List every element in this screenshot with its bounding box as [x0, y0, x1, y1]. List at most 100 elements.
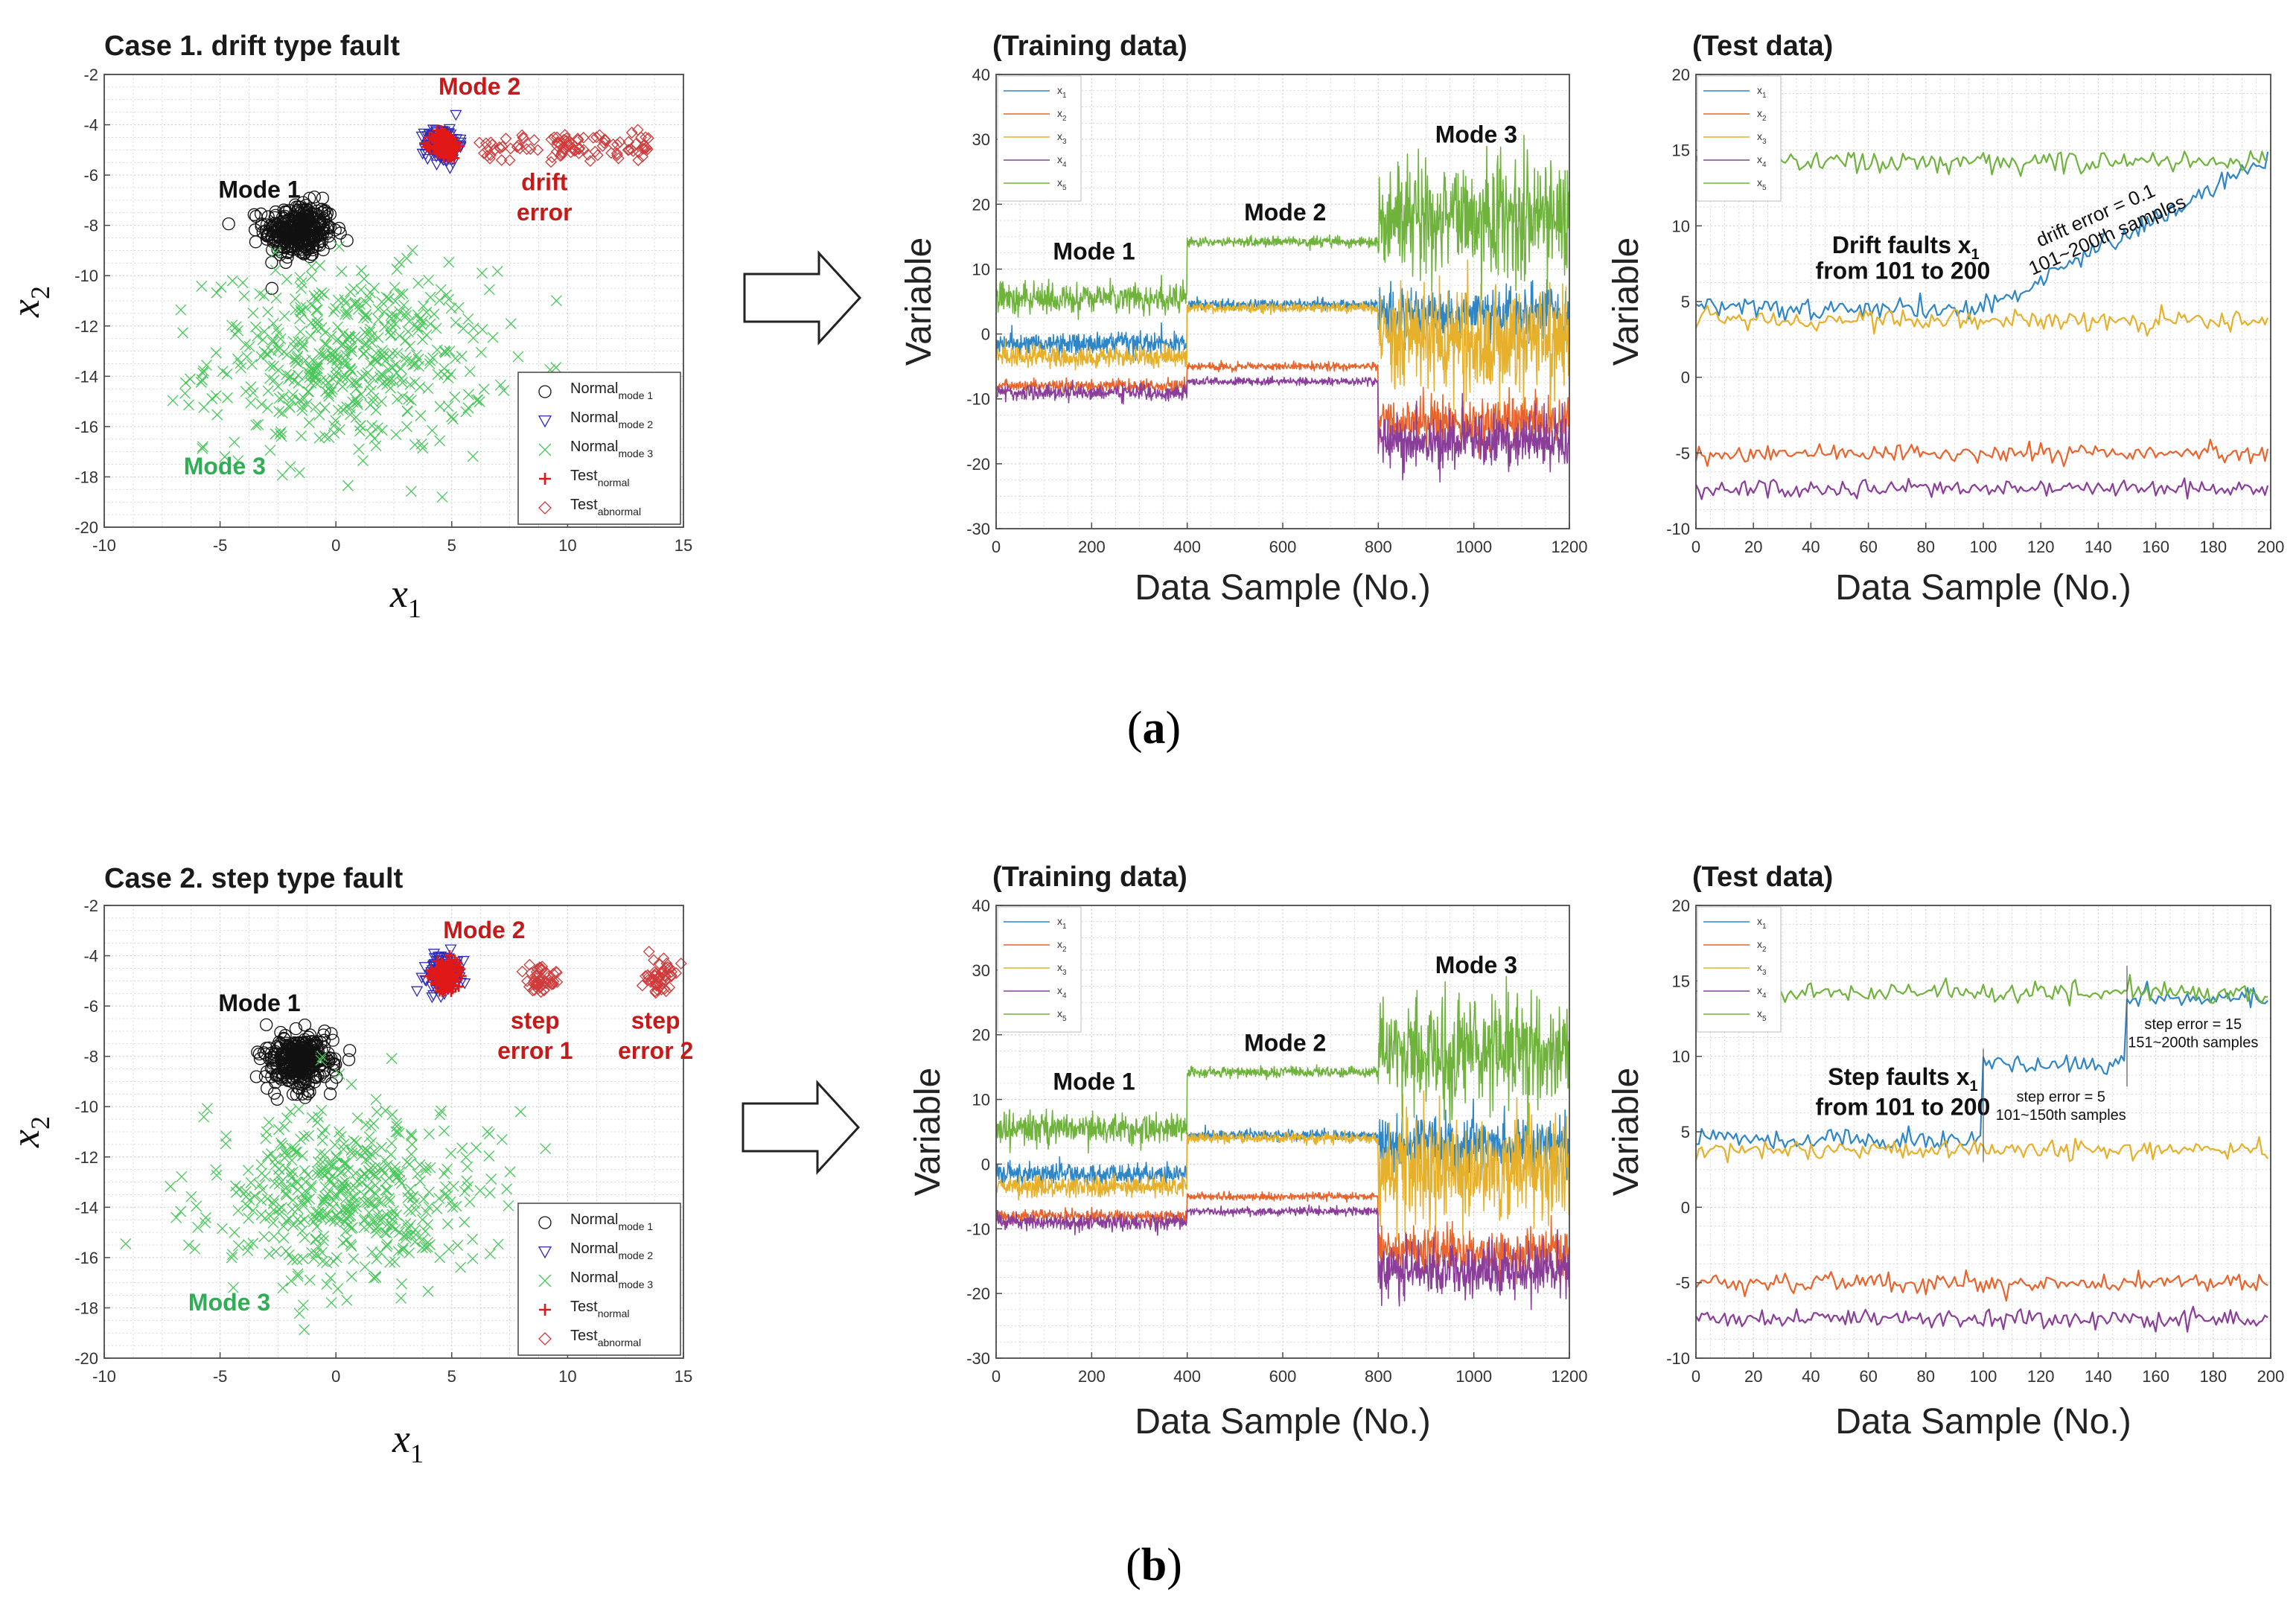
scatter-point	[318, 288, 330, 300]
scatter-point	[280, 1048, 294, 1061]
scatter-point	[418, 128, 430, 140]
scatter-point	[302, 233, 315, 246]
scatter-point	[427, 352, 439, 364]
y-tick-label: -20	[74, 1349, 98, 1368]
scatter-point	[319, 351, 331, 363]
scatter-point	[320, 227, 334, 241]
scatter-point	[361, 1144, 373, 1156]
scatter-point	[439, 1125, 450, 1137]
scatter-point	[220, 1130, 232, 1142]
x-tick-label: 0	[1691, 1367, 1700, 1386]
scatter-point	[391, 1209, 403, 1221]
scatter-point	[464, 366, 476, 378]
scatter-point	[440, 962, 451, 973]
cluster-normal-mode-1	[249, 1018, 357, 1106]
scatter-point	[450, 352, 462, 364]
legend-marker	[539, 1304, 551, 1316]
scatter-point	[326, 1159, 338, 1171]
scatter-point	[444, 345, 456, 357]
scatter-point	[267, 334, 279, 346]
scatter-point	[255, 1159, 267, 1171]
scatter-point	[482, 1126, 494, 1138]
scatter-point	[325, 1027, 338, 1040]
series-line-x4	[995, 1204, 1570, 1311]
scatter-point	[475, 346, 487, 358]
scatter-point	[273, 1124, 284, 1136]
scatter-point	[436, 1105, 447, 1117]
scatter-point	[323, 1159, 335, 1171]
scatter-point	[268, 375, 280, 386]
scatter-point	[591, 149, 604, 162]
scatter-point	[456, 351, 468, 362]
scatter-point	[357, 312, 369, 324]
y-tick-label: 20	[1672, 66, 1690, 84]
scatter-point	[380, 1184, 392, 1196]
legend-label-sub: 5	[1062, 1015, 1067, 1023]
legend-item: Normalmode 2	[538, 410, 653, 430]
scatter-point	[311, 314, 323, 326]
legend-label: Normalmode 3	[570, 439, 653, 459]
axes-box	[103, 74, 684, 528]
scatter-point	[561, 132, 573, 144]
scatter-point	[415, 410, 427, 421]
scatter-point	[462, 313, 474, 325]
scatter-point	[345, 331, 357, 343]
legend-label: x5	[1757, 176, 1767, 192]
scatter-point	[381, 1185, 393, 1197]
scatter-point	[273, 406, 285, 418]
scatter-point	[423, 275, 434, 286]
scatter-point	[284, 1106, 296, 1118]
scatter-point	[306, 270, 317, 282]
series-line-x3	[1694, 304, 2269, 337]
scatter-point	[348, 1252, 360, 1264]
y-tick-label: -10	[1666, 1349, 1690, 1368]
scatter-point	[226, 275, 238, 287]
scatter-point	[625, 127, 638, 139]
legend-label: x4	[1757, 984, 1767, 1000]
x-tick-label: 10	[558, 1367, 576, 1386]
scatter-point	[495, 154, 508, 166]
legend-label-main: x	[1757, 153, 1762, 165]
panels: -10 -5 0 5 10 15-20-18-16-14-12-10-8-6-4-2Cas…	[3, 31, 2284, 1468]
scatter-point	[483, 284, 495, 296]
annotation-text: error 1	[497, 1037, 573, 1064]
scatter-point	[369, 1214, 380, 1226]
legend-label-main: x	[1057, 84, 1062, 96]
legend-item: x4	[1703, 984, 1767, 1000]
scatter-point	[300, 1064, 313, 1077]
scatter-point	[306, 1112, 318, 1124]
scatter-point	[341, 1294, 353, 1306]
scatter-point	[247, 1238, 259, 1249]
scatter-point	[275, 211, 290, 224]
x-tick-label: 800	[1365, 538, 1392, 556]
scatter-point	[351, 1176, 363, 1188]
scatter-point	[276, 469, 288, 481]
scatter-point	[462, 402, 474, 414]
scatter-point	[345, 409, 356, 421]
scatter-point	[175, 1206, 187, 1217]
scatter-point	[369, 1162, 381, 1173]
scatter-point	[269, 1076, 282, 1089]
scatter-point	[417, 442, 429, 454]
scatter-point	[406, 1138, 418, 1150]
scatter-point	[287, 1203, 298, 1215]
annotation-text: Mode 3	[188, 1289, 270, 1316]
scatter-point	[439, 363, 450, 375]
scatter-point	[409, 1224, 421, 1235]
scatter-point	[426, 992, 439, 1004]
y-axis-label-sub: 2	[25, 286, 55, 299]
scatter-point	[552, 137, 564, 149]
legend-item: x3	[1004, 130, 1067, 146]
scatter-point	[303, 1130, 315, 1141]
y-tick-label: -10	[1666, 520, 1690, 538]
legend-label: x4	[1057, 153, 1067, 169]
scatter-point	[440, 1181, 451, 1193]
scatter-point	[386, 1208, 398, 1220]
scatter-point	[240, 1185, 252, 1197]
scatter-point	[417, 1234, 429, 1246]
y-tick-label: -16	[74, 1249, 98, 1267]
scatter-point	[273, 392, 285, 404]
annotation-sub: 1	[1969, 1078, 1977, 1095]
scatter-point	[404, 340, 416, 352]
legend-marker	[538, 501, 552, 515]
